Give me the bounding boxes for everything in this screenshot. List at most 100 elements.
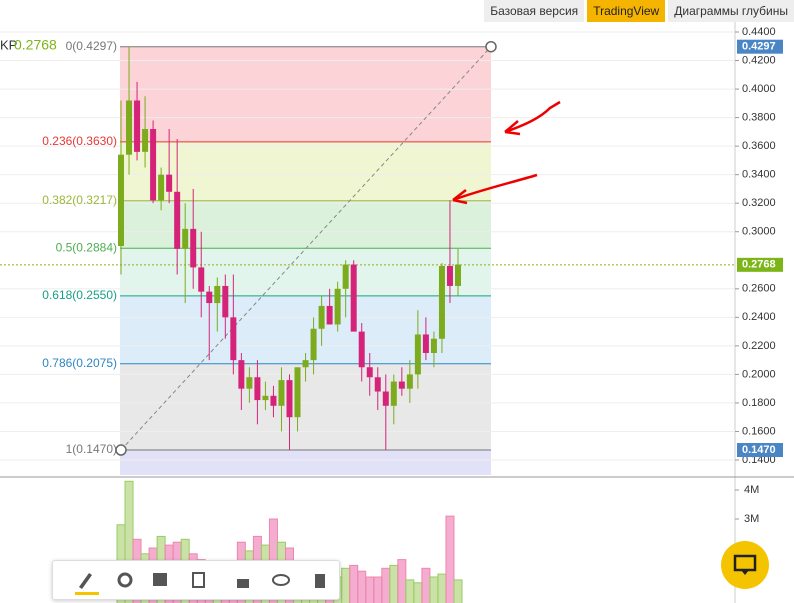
- candle-body: [182, 228, 189, 249]
- price-tag: [737, 443, 783, 458]
- candle-body: [286, 380, 293, 418]
- fib-zone: [120, 200, 491, 249]
- y-tick-label: 0.3200: [742, 197, 776, 209]
- price-tag: [737, 257, 783, 272]
- volume-bar: [405, 579, 415, 603]
- fib-zone: [120, 46, 491, 142]
- price-tag: [737, 39, 783, 54]
- drawing-toolbar[interactable]: [52, 560, 340, 600]
- candle-body: [166, 174, 173, 192]
- volume-bar: [397, 559, 407, 603]
- candle-body: [246, 377, 253, 389]
- candle-body: [198, 267, 205, 292]
- fib-zone: [120, 295, 491, 364]
- candle-body: [374, 377, 381, 392]
- volume-bar: [437, 573, 447, 603]
- chat-icon: [733, 554, 757, 575]
- y-tick-label: 0.4200: [742, 54, 776, 66]
- fib-zone: [120, 141, 491, 201]
- volume-bar: [445, 515, 455, 603]
- arrow-annotation: [452, 173, 538, 205]
- eye-icon[interactable]: [272, 574, 290, 586]
- candle-body: [430, 338, 437, 353]
- price-tag-label: 0.4297: [742, 41, 776, 53]
- y-tick-label: 0.3800: [742, 112, 776, 124]
- candle-body: [438, 265, 445, 339]
- volume-tick-label: 3M: [744, 513, 759, 525]
- candle-body: [446, 265, 453, 286]
- candle-body: [406, 374, 413, 389]
- candle-body: [382, 391, 389, 406]
- candle-body: [318, 305, 325, 329]
- candle-body: [142, 129, 149, 152]
- fib-label: 0.382(0.3217): [42, 193, 117, 207]
- settings-icon[interactable]: [117, 572, 133, 588]
- candle-body: [214, 285, 221, 304]
- handle[interactable]: [115, 444, 127, 456]
- candle-body: [390, 381, 397, 406]
- version-button[interactable]: Базовая версия: [484, 0, 585, 22]
- toolbar-icons: [75, 572, 325, 595]
- candle-body: [334, 288, 341, 325]
- y-tick-label: 0.2000: [742, 368, 776, 380]
- candle-body: [350, 264, 357, 332]
- copy-icon[interactable]: [192, 572, 205, 588]
- candle-body: [254, 377, 261, 401]
- header-price: 0.2768: [14, 37, 57, 53]
- candle-body: [455, 264, 461, 286]
- candle-body: [150, 129, 157, 201]
- volume-bar: [413, 582, 423, 603]
- candle-body: [230, 317, 237, 361]
- fib-label: 0(0.4297): [66, 39, 117, 53]
- y-tick-label: 0.2400: [742, 311, 776, 323]
- version-button[interactable]: TradingView: [587, 0, 666, 22]
- fib-label: 0.5(0.2884): [56, 240, 117, 254]
- y-tick-label: 0.3400: [742, 169, 776, 181]
- version-button[interactable]: Диаграммы глубины: [668, 0, 794, 22]
- top-buttons: Базовая версия TradingView Диаграммы глуби…: [484, 0, 794, 22]
- candle-body: [158, 174, 165, 201]
- trend-line: [120, 46, 492, 451]
- candle-body: [342, 264, 349, 289]
- candle-body: [134, 100, 141, 152]
- candle-body: [326, 305, 333, 325]
- candle-body: [294, 367, 301, 418]
- fib-zone: [120, 450, 491, 475]
- volume-tick-label: 4M: [744, 484, 759, 496]
- volume-bar: [389, 564, 399, 603]
- price-tag-label: 0.2768: [742, 259, 776, 271]
- volume-bar: [341, 567, 351, 603]
- y-tick-label: 0.2200: [742, 340, 776, 352]
- candle-body: [190, 228, 197, 268]
- candle-body: [174, 191, 181, 249]
- candle-body: [366, 367, 373, 378]
- chat-button[interactable]: [721, 541, 769, 589]
- fib-label: 0.786(0.2075): [42, 356, 117, 370]
- y-tick-label: 0.1800: [742, 397, 776, 409]
- y-tick-label: 0.3000: [742, 226, 776, 238]
- y-tick-label: 0.1600: [742, 425, 776, 437]
- y-tick-label: 0.2600: [742, 283, 776, 295]
- volume-bar: [429, 576, 439, 603]
- candle-body: [414, 334, 421, 375]
- candle-body: [310, 328, 317, 361]
- y-tick-label: 0.4000: [742, 83, 776, 95]
- volume-bar: [421, 567, 431, 603]
- chat-bubble: [733, 554, 757, 572]
- candle-body: [118, 154, 124, 246]
- trash-icon[interactable]: [315, 574, 325, 588]
- fib-label: 0.618(0.2550): [42, 288, 117, 302]
- candle-body: [302, 360, 309, 368]
- layer-icon[interactable]: [153, 573, 167, 586]
- candle-body: [358, 331, 365, 368]
- volume-bar: [349, 564, 359, 603]
- pencil-icon[interactable]: [79, 573, 92, 589]
- candle-body: [238, 360, 245, 389]
- chat-tail: [741, 570, 749, 575]
- handle: [485, 40, 497, 53]
- fib-zone: [120, 248, 491, 296]
- lock-icon[interactable]: [237, 579, 249, 588]
- candle-body: [270, 395, 277, 406]
